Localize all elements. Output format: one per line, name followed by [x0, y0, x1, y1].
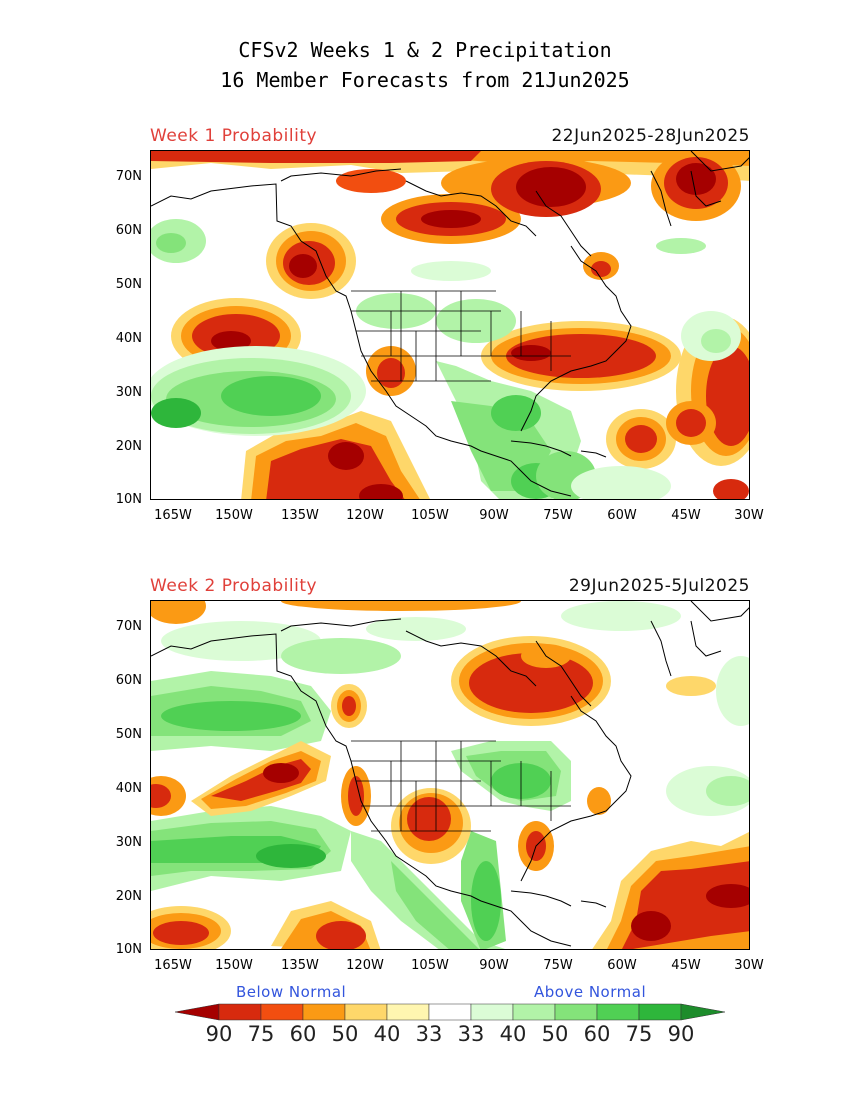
lat-label: 30N [115, 385, 142, 400]
colorbar-label: 75 [625, 1022, 653, 1046]
colorbar-cell [638, 1003, 682, 1021]
lat-label: 60N [115, 673, 142, 688]
lon-label: 150W [215, 508, 253, 523]
lon-label: 165W [154, 958, 192, 973]
colorbar-cell [218, 1003, 262, 1021]
lat-label: 70N [115, 619, 142, 634]
lon-label: 75W [543, 508, 573, 523]
colorbar-label: 40 [499, 1022, 527, 1046]
above-normal-regions [151, 219, 741, 499]
legend-above-normal: Above Normal [534, 983, 647, 1001]
colorbar-cell [596, 1003, 640, 1021]
lat-label: 50N [115, 277, 142, 292]
lon-label: 60W [607, 958, 637, 973]
coastline-lines [151, 151, 749, 497]
lon-label: 30W [734, 508, 764, 523]
week1-label: Week 1 Probability [150, 126, 318, 146]
chart-title: CFSv2 Weeks 1 & 2 Precipitation [238, 38, 612, 62]
lon-label: 120W [346, 958, 384, 973]
lon-label: 165W [154, 508, 192, 523]
chart-subtitle: 16 Member Forecasts from 21Jun2025 [220, 68, 630, 92]
coastline-lines [151, 601, 749, 947]
legend-below-normal: Below Normal [236, 983, 347, 1001]
week1-dates: 22Jun2025-28Jun2025 [551, 126, 750, 146]
lat-label: 40N [115, 331, 142, 346]
lon-label: 105W [411, 958, 449, 973]
colorbar-label: 40 [373, 1022, 401, 1046]
colorbar-cell [260, 1003, 304, 1021]
lon-label: 135W [281, 508, 319, 523]
lat-label: 10N [115, 492, 142, 507]
us-state-borders [351, 290, 571, 382]
lat-label: 50N [115, 727, 142, 742]
week2-map [150, 600, 750, 950]
above-normal-regions [151, 601, 749, 949]
lat-label: 10N [115, 942, 142, 957]
colorbar-label: 90 [205, 1022, 233, 1046]
lon-label: 45W [671, 958, 701, 973]
colorbar-label: 50 [541, 1022, 569, 1046]
lon-label: 150W [215, 958, 253, 973]
lon-label: 120W [346, 508, 384, 523]
lat-label: 30N [115, 835, 142, 850]
colorbar-cell [554, 1003, 598, 1021]
colorbar-label: 50 [331, 1022, 359, 1046]
colorbar-right-arrow [680, 1003, 726, 1021]
below-normal-regions [151, 151, 749, 499]
colorbar-cell [512, 1003, 556, 1021]
colorbar-cell [428, 1003, 472, 1021]
colorbar-cell [344, 1003, 388, 1021]
colorbar-cell [470, 1003, 514, 1021]
colorbar [174, 1003, 726, 1021]
week2-dates: 29Jun2025-5Jul2025 [568, 576, 750, 596]
week1-probability-field [151, 151, 749, 499]
week2-probability-field [151, 601, 749, 949]
colorbar-left-arrow [174, 1003, 220, 1021]
lon-label: 105W [411, 508, 449, 523]
lon-label: 30W [734, 958, 764, 973]
colorbar-label: 75 [247, 1022, 275, 1046]
lon-label: 75W [543, 958, 573, 973]
colorbar-cell [302, 1003, 346, 1021]
colorbar-cell [386, 1003, 430, 1021]
week1-map [150, 150, 750, 500]
lat-label: 60N [115, 223, 142, 238]
lat-label: 40N [115, 781, 142, 796]
lat-label: 20N [115, 889, 142, 904]
colorbar-label: 60 [583, 1022, 611, 1046]
week2-label: Week 2 Probability [150, 576, 318, 596]
lon-label: 90W [479, 508, 509, 523]
colorbar-label: 33 [457, 1022, 485, 1046]
lon-label: 90W [479, 958, 509, 973]
us-state-borders [351, 740, 571, 832]
lat-label: 70N [115, 169, 142, 184]
colorbar-label: 33 [415, 1022, 443, 1046]
lon-label: 135W [281, 958, 319, 973]
colorbar-label: 60 [289, 1022, 317, 1046]
lon-label: 60W [607, 508, 637, 523]
colorbar-label: 90 [667, 1022, 695, 1046]
lon-label: 45W [671, 508, 701, 523]
lat-label: 20N [115, 439, 142, 454]
below-normal-regions [151, 601, 749, 949]
